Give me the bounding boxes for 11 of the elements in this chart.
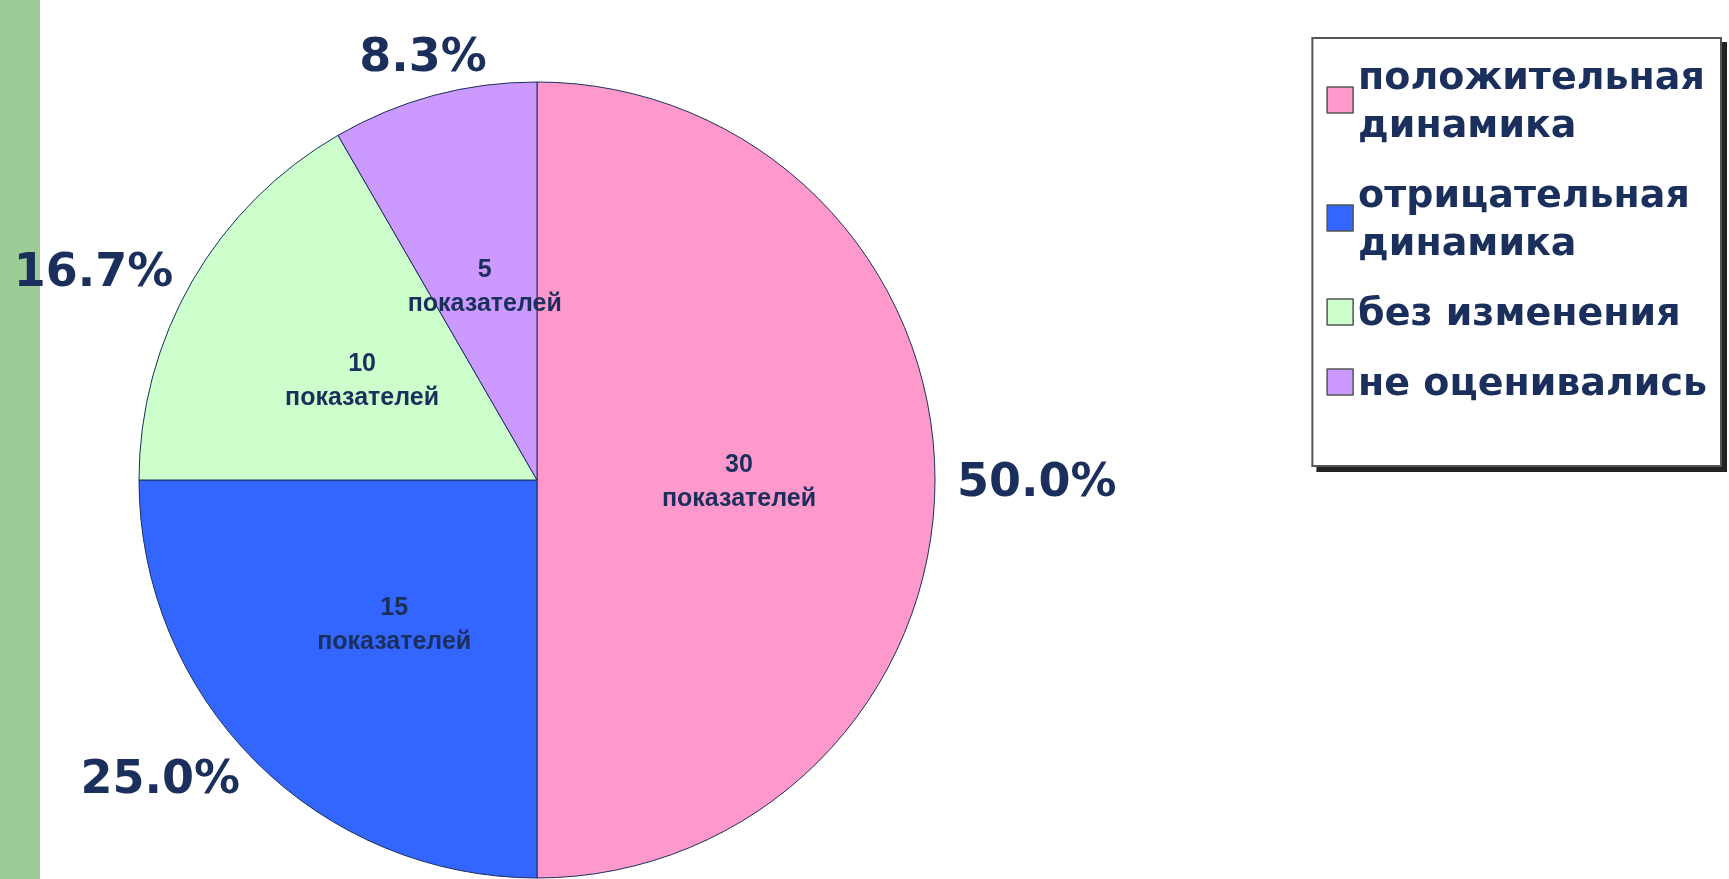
data-label: 15 показателей — [317, 591, 472, 654]
text: 16.7% — [13, 243, 174, 297]
data-label: 30 показателей — [661, 449, 817, 511]
legend-label: отрицательная динамика — [1358, 172, 1690, 264]
legend-label: без изменения — [1358, 290, 1681, 334]
text: 25.0% — [80, 749, 241, 804]
text: 8.3% — [359, 27, 487, 82]
legend-label: не оценивались — [1358, 360, 1708, 404]
text: 50.0% — [957, 453, 1117, 507]
data-label: 10 показателей — [285, 348, 440, 410]
legend-label: положительная динамика — [1358, 54, 1705, 146]
